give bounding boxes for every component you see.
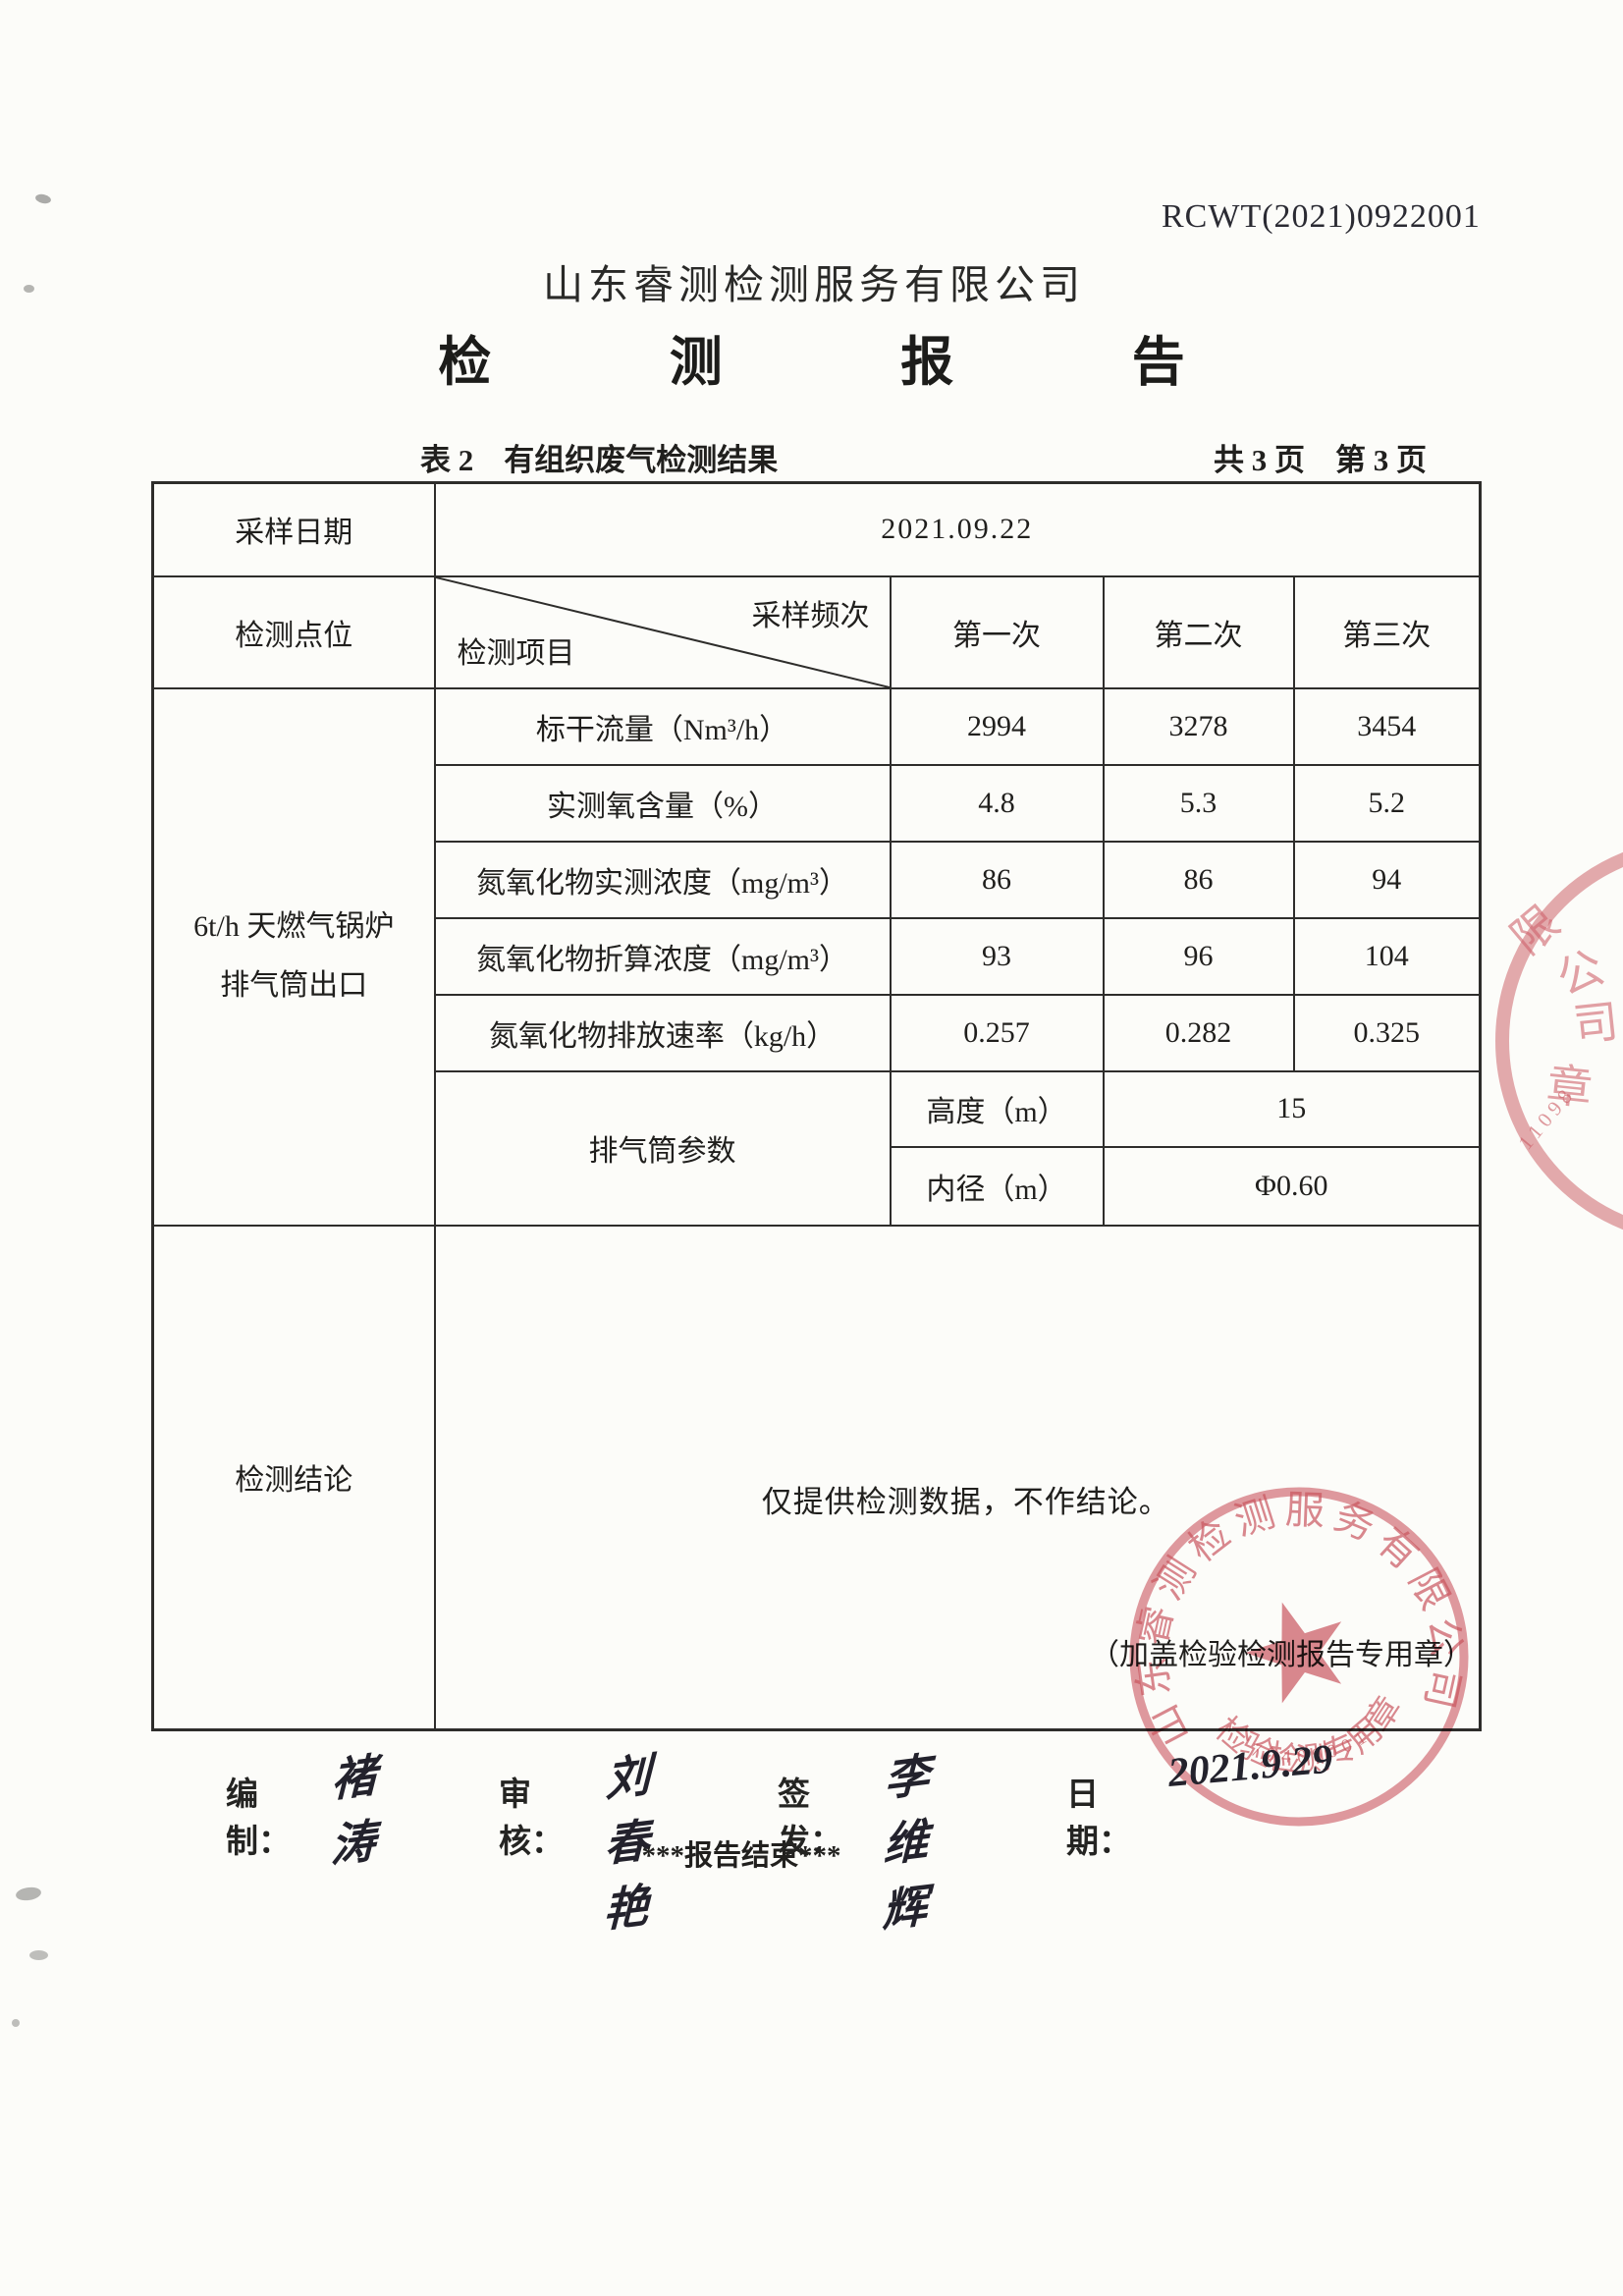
frequency-header-1: 第一次 [889, 574, 1105, 689]
item-label: 实测氧含量（%） [433, 763, 892, 843]
value-cell: 86 [1102, 840, 1295, 919]
monitoring-point-label: 检测点位 [151, 574, 436, 689]
value-cell: 2994 [889, 686, 1105, 766]
value-cell: 0.282 [1102, 993, 1295, 1072]
side-company-stamp: 限 公 司 章 11098 [1495, 851, 1623, 1230]
table-row: 采样日期 2021.09.22 [151, 481, 1482, 577]
scan-artifact [12, 2019, 20, 2027]
date-label: 日期： [1066, 1777, 1131, 1860]
scan-artifact [24, 285, 34, 293]
scan-artifact [15, 1886, 42, 1902]
value-cell: 0.257 [889, 993, 1105, 1072]
sampling-date-label: 采样日期 [151, 481, 436, 577]
conclusion-text: 仅提供检测数据，不作结论。 [761, 1484, 1170, 1519]
results-table: 采样日期 2021.09.22 检测点位 采样频次 检测项目 第一次 第二次 第… [151, 481, 1482, 1731]
issued-label: 签发： [778, 1777, 842, 1860]
height-label: 高度（m） [889, 1069, 1105, 1148]
frequency-header-2: 第二次 [1102, 574, 1295, 689]
table-row: 内径（m） Φ0.60 [153, 1145, 1482, 1227]
report-number: RCWT(2021)0922001 [1162, 198, 1481, 235]
prepared-label: 编制： [226, 1777, 291, 1860]
value-cell: 3454 [1292, 686, 1482, 766]
item-label: 标干流量（Nm³/h） [433, 686, 892, 766]
seal-star-icon [1245, 1602, 1342, 1704]
test-item-label: 检测项目 [457, 636, 575, 670]
value-cell: 86 [889, 840, 1105, 919]
item-label: 氮氧化物折算浓度（mg/m³） [433, 916, 892, 996]
item-label: 氮氧化物排放速率（kg/h） [433, 993, 892, 1072]
table-caption: 表 2 有组织废气检测结果 [420, 443, 779, 477]
conclusion-label: 检测结论 [151, 1224, 436, 1731]
value-cell: 96 [1102, 916, 1295, 996]
table-row: 排气筒参数 高度（m） 15 [153, 1069, 1482, 1227]
table-row: 氮氧化物实测浓度（mg/m³） 86 86 94 [153, 840, 1482, 919]
prepared-signature: 褚涛 [330, 1750, 377, 1872]
company-seal-stamp: 山东睿测检测服务有限公司 检验检测专用章 70409001 [1109, 1465, 1478, 1827]
value-cell: 4.8 [889, 763, 1105, 843]
sampling-frequency-label: 采样频次 [751, 599, 870, 632]
report-end-note: ***报告结束*** [641, 1840, 841, 1872]
side-stamp-char: 公 [1550, 942, 1611, 1006]
diameter-value: Φ0.60 [1102, 1145, 1482, 1227]
table-row: 实测氧含量（%） 4.8 5.3 5.2 [153, 763, 1482, 843]
side-stamp-char: 司 [1571, 996, 1621, 1051]
table-row: 氮氧化物排放速率（kg/h） 0.257 0.282 0.325 [153, 993, 1482, 1072]
value-cell: 5.3 [1102, 763, 1295, 843]
height-value: 15 [1102, 1069, 1482, 1148]
diagonal-header-cell: 采样频次 检测项目 [433, 574, 892, 689]
value-cell: 94 [1292, 840, 1482, 919]
diagonal-line [436, 577, 890, 687]
report-title: 检 测 报 告 [438, 333, 1268, 392]
table-row: 6t/h 天燃气锅炉 排气筒出口 标干流量（Nm³/h） 2994 3278 3… [151, 686, 1482, 1227]
value-cell: 3278 [1102, 686, 1295, 766]
scan-artifact [29, 1950, 48, 1960]
stack-params-label: 排气筒参数 [433, 1069, 892, 1227]
table-row: 检测点位 采样频次 检测项目 第一次 第二次 第三次 [151, 574, 1482, 689]
monitoring-point-name: 6t/h 天燃气锅炉 排气筒出口 [151, 686, 436, 1227]
side-stamp-char: 章 [1544, 1060, 1595, 1115]
reviewed-label: 审核： [499, 1777, 564, 1860]
point-name-line2: 排气筒出口 [220, 969, 368, 1002]
reviewed-signature: 刘春艳 [603, 1749, 651, 1937]
value-cell: 93 [889, 916, 1105, 996]
value-cell: 5.2 [1292, 763, 1482, 843]
svg-text:山东睿测检测服务有限公司: 山东睿测检测服务有限公司 [1109, 1465, 1478, 1757]
table-row: 氮氧化物折算浓度（mg/m³） 93 96 104 [153, 916, 1482, 996]
frequency-header-3: 第三次 [1292, 574, 1482, 689]
point-name-line1: 6t/h 天燃气锅炉 [193, 910, 395, 943]
seal-ring-text: 山东睿测检测服务有限公司 [1109, 1465, 1478, 1757]
scan-artifact [34, 192, 52, 205]
sampling-date-value: 2021.09.22 [433, 481, 1482, 577]
value-cell: 104 [1292, 916, 1482, 996]
issued-signature: 李维辉 [882, 1749, 930, 1937]
diameter-label: 内径（m） [889, 1145, 1105, 1227]
item-label: 氮氧化物实测浓度（mg/m³） [433, 840, 892, 919]
company-name: 山东睿测检测服务有限公司 [543, 262, 1085, 307]
value-cell: 0.325 [1292, 993, 1482, 1072]
page-indicator: 共 3 页 第 3 页 [1214, 443, 1427, 477]
